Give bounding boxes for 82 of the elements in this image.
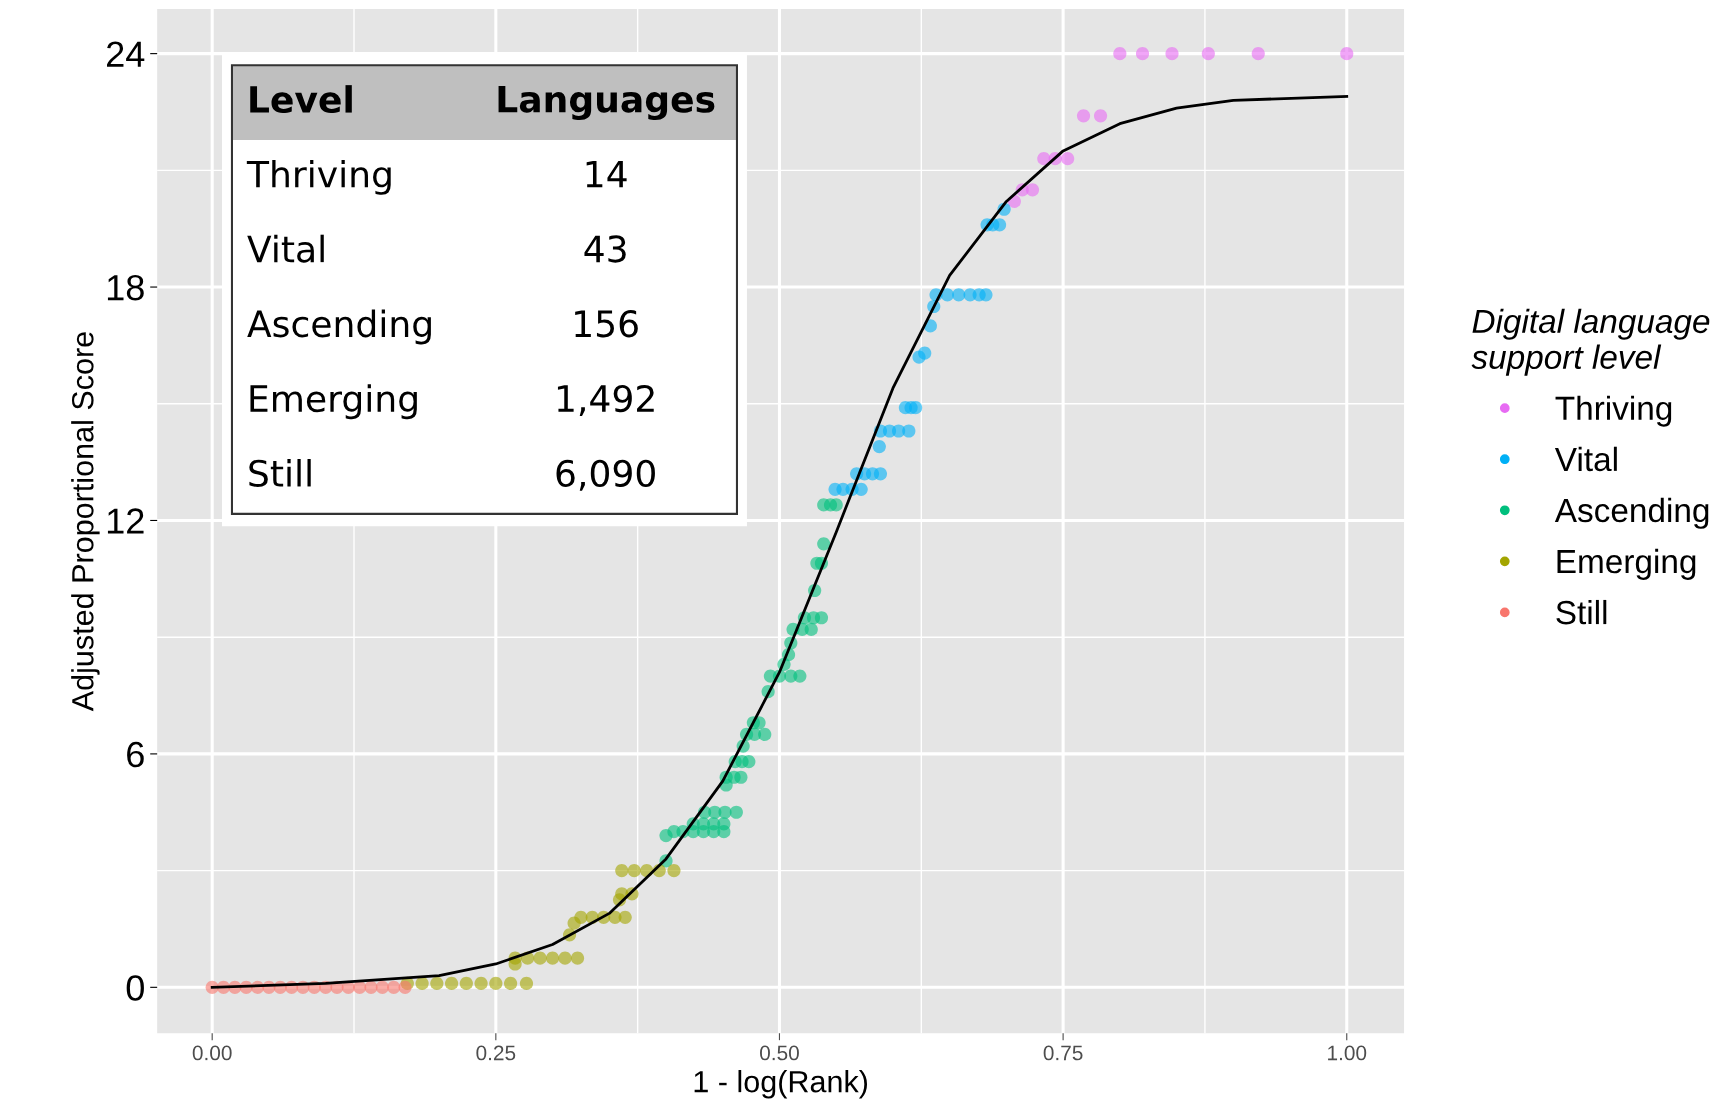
point	[873, 467, 888, 481]
point	[902, 424, 916, 438]
point	[615, 864, 629, 878]
point	[474, 976, 488, 991]
annotation: Still	[249, 459, 311, 487]
legend-label: Still	[1556, 599, 1607, 625]
annotation: 156	[575, 310, 638, 338]
point	[387, 980, 401, 994]
point	[829, 498, 843, 512]
x-axis-title: 1 - log(Rank)	[694, 1070, 868, 1099]
x-tick-label: 1.00	[1328, 1045, 1367, 1061]
point	[734, 770, 748, 784]
point	[1340, 47, 1354, 61]
annotation: 14	[586, 161, 627, 188]
point	[398, 980, 412, 994]
point	[1165, 47, 1179, 61]
point	[758, 727, 772, 742]
legend-label: Emerging	[1557, 548, 1696, 580]
annotation: Ascending	[247, 309, 431, 345]
point	[618, 910, 632, 924]
y-tick-label: 18	[107, 274, 144, 301]
y-axis-title: Adjusted Proportional Score	[71, 332, 100, 712]
point	[430, 976, 444, 991]
point	[1025, 183, 1040, 197]
point	[444, 976, 459, 991]
annotation: 1,492	[557, 384, 654, 416]
point	[508, 957, 522, 971]
point	[459, 976, 473, 991]
point	[909, 401, 923, 415]
x-tick-label: 0.25	[476, 1045, 516, 1061]
point	[567, 916, 581, 930]
point	[717, 825, 731, 839]
x-tick-label: 0.75	[1043, 1045, 1083, 1061]
point	[814, 611, 829, 625]
x-tick-label: 0.50	[760, 1045, 799, 1061]
point	[872, 439, 886, 454]
annotation: Level	[250, 85, 352, 114]
annotation: Emerging	[250, 384, 417, 420]
point	[415, 976, 429, 991]
legend-label: Ascending	[1554, 497, 1709, 529]
point	[1093, 109, 1108, 123]
point	[742, 755, 756, 769]
point	[570, 951, 585, 965]
y-tick-label: 6	[127, 741, 144, 768]
y-tick-label: 0	[126, 975, 144, 1001]
x-tick-label: 0.00	[192, 1045, 232, 1061]
point	[375, 980, 389, 994]
y-tick-label: 12	[107, 508, 144, 534]
point	[952, 288, 966, 302]
annotation: Vital	[247, 234, 324, 263]
point	[659, 829, 673, 843]
legend-label: Thriving	[1555, 395, 1672, 427]
point	[627, 864, 641, 878]
point	[489, 976, 503, 991]
point	[503, 976, 518, 991]
point	[558, 951, 572, 965]
point	[793, 669, 807, 683]
point	[519, 976, 534, 991]
point	[979, 288, 993, 302]
y-tick-label: 24	[107, 41, 145, 67]
legend-label: Vital	[1554, 446, 1617, 472]
point	[912, 350, 926, 364]
annotation: 43	[584, 235, 626, 263]
point	[1076, 109, 1091, 123]
annotation: Languages	[498, 85, 715, 121]
point	[854, 482, 868, 496]
point	[667, 864, 681, 878]
point	[817, 537, 831, 551]
point	[992, 218, 1007, 232]
legend-title: Digital language support level	[1471, 308, 1710, 376]
annotation: 6,090	[556, 459, 655, 491]
annotation: Thriving	[246, 159, 391, 195]
point	[729, 805, 743, 819]
point	[1201, 47, 1215, 61]
point	[1251, 47, 1265, 61]
point	[1113, 47, 1127, 61]
point	[1037, 152, 1051, 166]
point	[545, 951, 560, 965]
point	[1061, 152, 1075, 166]
point	[533, 951, 547, 965]
point	[804, 622, 818, 636]
point	[1135, 47, 1150, 61]
